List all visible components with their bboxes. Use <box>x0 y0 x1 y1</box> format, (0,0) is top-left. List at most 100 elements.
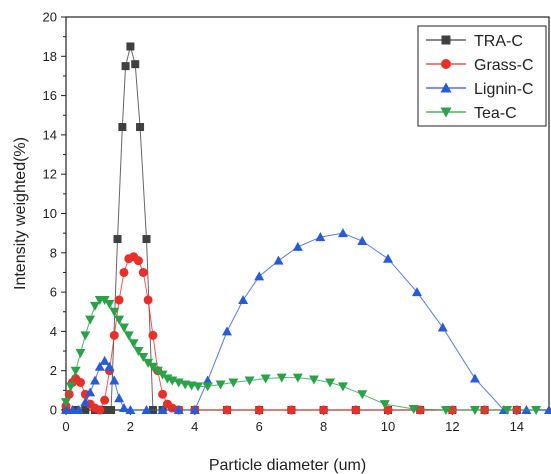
data-point-triangle-down <box>357 390 368 400</box>
data-point-triangle-down <box>469 406 480 415</box>
x-axis-title: Particle diameter (um) <box>209 457 366 474</box>
data-point-square <box>131 60 140 69</box>
y-tick-label: 0 <box>50 403 57 418</box>
data-point-triangle-up <box>383 253 393 263</box>
x-tick-label: 10 <box>381 419 395 434</box>
data-point-circle <box>109 330 119 340</box>
y-tick-label: 2 <box>50 363 57 378</box>
data-point-triangle-up <box>61 405 71 414</box>
data-point-triangle-up <box>109 375 120 385</box>
data-point-square <box>136 123 145 132</box>
y-tick-label: 4 <box>50 324 57 339</box>
data-point-triangle-up <box>157 405 168 414</box>
legend-label: Lignin-C <box>474 81 534 98</box>
data-point-triangle-down <box>308 375 319 385</box>
data-point-triangle-down <box>65 382 76 392</box>
data-point-triangle-up <box>173 405 184 414</box>
x-tick-label: 8 <box>320 419 327 434</box>
data-point-triangle-up <box>118 403 129 413</box>
data-point-triangle-down <box>118 323 129 333</box>
data-point-triangle-down <box>440 406 451 415</box>
series-layer <box>61 42 551 415</box>
data-point-triangle-up <box>411 287 422 297</box>
data-point-square <box>118 123 127 132</box>
data-point-triangle-down <box>61 398 71 408</box>
y-tick-label: 14 <box>43 127 57 142</box>
data-point-triangle-up <box>114 393 125 403</box>
data-point-circle <box>415 405 425 415</box>
data-point-circle <box>222 405 232 415</box>
data-point-triangle-up <box>80 397 91 407</box>
y-tick-label: 6 <box>50 285 57 300</box>
data-point-triangle-down <box>408 405 419 415</box>
data-point-triangle-down <box>70 366 81 376</box>
series-lignin-c <box>61 228 551 414</box>
data-point-circle <box>351 405 361 415</box>
x-tick-label: 0 <box>62 419 69 434</box>
data-point-triangle-down <box>99 295 110 305</box>
x-tick-label: 14 <box>510 419 524 434</box>
legend-entry-tra-c: TRA-C <box>426 33 523 50</box>
data-point-circle <box>143 295 153 305</box>
data-point-triangle-down <box>502 406 513 415</box>
data-point-circle <box>114 295 124 305</box>
data-point-triangle-down <box>80 331 91 341</box>
legend-box <box>417 25 547 127</box>
data-point-triangle-up <box>125 405 136 414</box>
data-point-circle <box>158 389 168 399</box>
x-tick-label: 6 <box>256 419 263 434</box>
data-point-circle <box>286 405 296 415</box>
data-point-triangle-up <box>357 236 368 246</box>
data-point-triangle-up <box>73 405 84 414</box>
data-point-triangle-down <box>325 378 336 388</box>
data-point-triangle-up <box>141 405 152 414</box>
series-line <box>65 256 517 411</box>
y-tick-label: 20 <box>43 10 57 25</box>
data-point-triangle-down <box>292 373 303 383</box>
data-point-triangle-down <box>143 358 154 368</box>
y-axis: 0 2 4 6 8 10 12 14 16 18 20 <box>43 10 66 418</box>
legend-entry-grass-c: Grass-C <box>426 57 534 74</box>
data-point-triangle-down <box>215 380 226 390</box>
data-point-square <box>142 235 151 244</box>
y-tick-label: 8 <box>50 245 57 260</box>
legend: TRA-C Grass-C Lignin-C Tea-C <box>417 25 547 127</box>
data-point-circle <box>64 389 74 399</box>
data-point-triangle-up <box>337 228 348 238</box>
series-line <box>65 299 537 411</box>
y-tick-label: 18 <box>43 49 57 64</box>
data-point-circle <box>148 330 158 340</box>
data-point-triangle-down <box>337 382 348 392</box>
data-point-triangle-up <box>222 326 232 336</box>
data-point-triangle-down <box>202 382 213 392</box>
data-point-triangle-down <box>123 331 134 341</box>
data-point-triangle-down <box>114 315 125 325</box>
data-point-circle <box>254 405 264 415</box>
data-point-triangle-down <box>128 339 139 349</box>
data-point-triangle-up <box>202 375 213 385</box>
data-point-triangle-up <box>437 322 448 332</box>
data-point-triangle-up <box>94 361 105 371</box>
data-point-square <box>81 406 90 414</box>
data-point-triangle-up <box>440 82 452 93</box>
data-point-triangle-up <box>315 232 326 242</box>
data-point-triangle-down <box>276 373 287 383</box>
legend-label: Grass-C <box>474 57 534 74</box>
legend-entry-tea-c: Tea-C <box>426 105 517 122</box>
legend-label: Tea-C <box>474 105 517 122</box>
y-tick-label: 16 <box>43 88 57 103</box>
data-point-triangle-down <box>109 307 120 317</box>
data-point-square <box>113 235 122 244</box>
data-point-triangle-down <box>157 370 168 380</box>
data-point-square <box>126 42 135 51</box>
data-point-circle <box>441 59 451 69</box>
data-point-triangle-up <box>254 271 265 281</box>
data-point-triangle-up <box>469 373 480 383</box>
data-point-triangle-up <box>99 355 110 365</box>
data-point-triangle-down <box>147 362 158 372</box>
data-point-circle <box>75 377 85 387</box>
data-point-triangle-down <box>260 374 271 384</box>
data-point-triangle-down <box>244 376 255 386</box>
data-point-circle <box>133 256 143 266</box>
